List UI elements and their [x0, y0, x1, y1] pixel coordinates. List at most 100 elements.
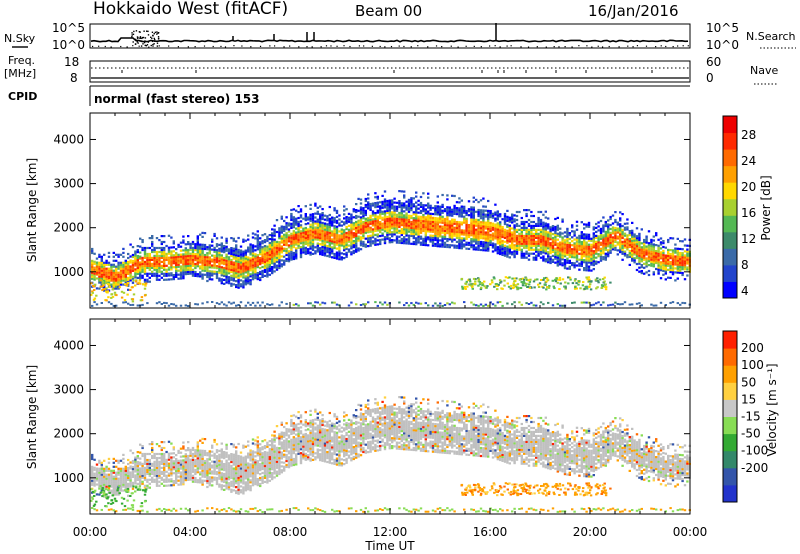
power-cell — [256, 242, 259, 245]
power-cell — [259, 267, 262, 270]
power-cell — [304, 250, 307, 253]
power-cell — [554, 255, 557, 258]
search-noise-mark — [157, 32, 159, 34]
power-cell — [602, 240, 605, 243]
power-cell — [686, 258, 689, 261]
power-cell — [587, 249, 591, 252]
power-cell — [527, 236, 531, 239]
power-cell — [321, 249, 324, 252]
power-cell — [350, 225, 353, 228]
power-cell — [503, 240, 507, 243]
power-cell — [136, 251, 139, 254]
power-cell — [175, 252, 178, 255]
power-cell — [415, 221, 418, 224]
power-cell — [93, 301, 96, 304]
power-cell — [470, 208, 473, 211]
power-cell — [640, 270, 643, 273]
power-cell — [659, 265, 663, 268]
power-cell — [275, 266, 279, 269]
power-cell — [326, 215, 329, 218]
power-cell — [405, 216, 408, 219]
power-cell — [527, 224, 531, 227]
power-cell — [268, 251, 271, 255]
power-cell — [285, 302, 288, 305]
search-noise-mark — [586, 45, 588, 47]
power-cell — [623, 254, 627, 257]
velocity-cell — [91, 479, 94, 482]
power-cell — [271, 236, 274, 239]
power-cell — [343, 241, 346, 244]
power-cell — [345, 220, 348, 223]
power-cell — [400, 216, 403, 219]
power-cell — [451, 220, 454, 223]
search-noise-mark — [147, 41, 150, 43]
power-cell — [134, 284, 137, 287]
power-cell — [683, 266, 687, 269]
power-cell — [239, 269, 243, 272]
power-cell — [191, 246, 195, 249]
power-cell — [479, 227, 483, 230]
power-cell — [319, 227, 322, 230]
power-cell — [148, 272, 151, 275]
power-cell — [239, 279, 243, 282]
power-cell — [587, 265, 591, 268]
power-cell — [206, 260, 209, 263]
power-cell — [604, 240, 607, 243]
power-cell — [107, 277, 111, 280]
power-cell — [439, 221, 442, 224]
power-cell — [220, 272, 223, 275]
power-cell — [600, 287, 603, 289]
power-cell — [614, 211, 617, 214]
power-cell — [189, 260, 192, 263]
power-cell — [563, 235, 567, 238]
power-cell — [470, 212, 473, 215]
power-cell — [359, 230, 363, 233]
power-cell — [328, 227, 331, 230]
power-cell — [256, 246, 259, 249]
power-cell — [218, 261, 221, 264]
power-cell — [129, 259, 132, 262]
power-cell — [597, 239, 600, 242]
power-cell — [633, 245, 636, 248]
search-noise-mark — [320, 46, 322, 48]
power-cell — [362, 217, 365, 220]
power-cell — [513, 240, 516, 243]
power-cell — [537, 240, 540, 243]
power-cell — [386, 227, 389, 230]
power-cell — [479, 240, 483, 244]
power-cell — [203, 261, 207, 264]
power-cell — [403, 242, 406, 245]
power-cell — [340, 244, 343, 247]
power-cell — [311, 213, 315, 216]
search-noise-mark — [403, 45, 405, 48]
power-cell — [153, 260, 156, 263]
power-cell — [302, 239, 305, 242]
power-cell — [91, 265, 94, 268]
power-cell — [427, 210, 430, 213]
power-cell — [631, 221, 634, 224]
power-cell — [451, 240, 454, 243]
power-cell — [326, 233, 329, 236]
power-cell — [419, 225, 423, 228]
power-cell — [619, 243, 622, 246]
power-cell — [592, 303, 595, 306]
power-cell — [415, 201, 418, 204]
power-cell — [643, 240, 646, 244]
power-cell — [95, 261, 99, 264]
power-cell — [386, 221, 389, 224]
power-cell — [287, 228, 291, 231]
power-cell — [328, 229, 331, 232]
power-cell — [376, 233, 379, 236]
power-cell — [254, 271, 257, 274]
power-cell — [345, 245, 348, 248]
power-cell — [201, 245, 204, 248]
power-cell — [506, 231, 509, 234]
power-cell — [359, 228, 363, 231]
power-cell — [163, 262, 166, 265]
power-cell — [263, 233, 267, 236]
power-cell — [561, 278, 565, 281]
power-cell — [635, 245, 639, 248]
power-cell — [424, 232, 427, 235]
power-cell — [244, 304, 247, 307]
